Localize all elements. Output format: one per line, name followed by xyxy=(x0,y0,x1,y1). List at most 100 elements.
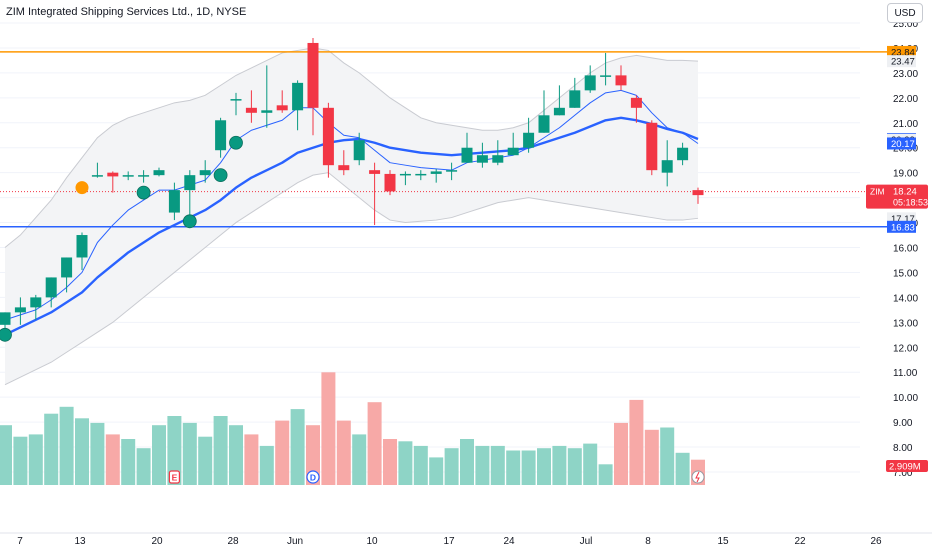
price-tick-label: 21.00 xyxy=(893,119,918,130)
candle-body xyxy=(461,147,473,163)
candle-body xyxy=(245,107,257,113)
bollinger-band xyxy=(4,47,699,386)
volume-bar xyxy=(598,464,613,485)
volume-bar xyxy=(75,418,89,485)
price-tag[interactable] xyxy=(887,45,916,58)
volume-bar xyxy=(475,445,490,485)
time-tick-label: 13 xyxy=(74,536,86,547)
price-tag[interactable] xyxy=(887,55,916,68)
volume-bars xyxy=(0,372,705,485)
last-price-countdown: 05:18:53 xyxy=(893,198,928,208)
event-label: E xyxy=(172,473,178,483)
candle-body xyxy=(369,170,381,174)
candle-body xyxy=(292,82,304,111)
volume-bar xyxy=(105,434,120,485)
candle-body xyxy=(646,122,658,171)
volume-bar xyxy=(182,422,197,485)
volume-bar xyxy=(321,372,336,485)
time-tick-label: 8 xyxy=(645,536,651,547)
signal-markers xyxy=(0,135,243,342)
candle-body xyxy=(446,170,458,172)
candle-body xyxy=(0,312,11,325)
candle-body xyxy=(523,132,535,148)
ema-slow-line xyxy=(4,116,699,336)
last-price-symbol: ZIM xyxy=(870,187,885,197)
candle-body xyxy=(215,120,227,151)
volume-bar xyxy=(398,441,413,485)
time-tick-label: Jul xyxy=(580,536,593,547)
candle-body xyxy=(322,107,334,166)
price-tick-label: 10.00 xyxy=(893,393,918,404)
candle-body xyxy=(492,155,504,163)
price-tag[interactable] xyxy=(887,137,916,150)
candle-body xyxy=(168,190,180,213)
price-tag-label: 23.84 xyxy=(891,47,915,58)
time-tick-label: 20 xyxy=(151,536,163,547)
volume-bar xyxy=(552,445,567,485)
candle-body xyxy=(507,147,519,156)
dividend-event-icon[interactable] xyxy=(306,470,320,484)
volume-bar xyxy=(675,452,690,485)
candle-body xyxy=(91,175,103,177)
candle-body xyxy=(76,235,88,258)
price-tag-label: 16.83 xyxy=(891,222,915,233)
last-price-tag[interactable] xyxy=(866,184,928,209)
volume-bar xyxy=(383,439,397,485)
candle-body xyxy=(630,97,642,108)
signal-dot xyxy=(182,214,197,229)
volume-bar xyxy=(429,457,444,485)
volume-bar xyxy=(90,422,105,485)
price-axis[interactable]: 7.00 8.00 9.00 10.00 11.00 12.00 13.00 14.00 15.… xyxy=(866,19,928,479)
signal-dot xyxy=(0,327,12,342)
volume-bar xyxy=(0,425,12,485)
band-fill xyxy=(5,47,698,385)
volume-bar xyxy=(537,448,551,485)
time-tick-label: Jun xyxy=(287,536,303,547)
lightning-icon xyxy=(695,471,700,483)
price-tick-label: 12.00 xyxy=(893,343,918,354)
time-tick-label: 28 xyxy=(227,536,239,547)
band-upper-line xyxy=(4,47,699,248)
candle-body xyxy=(61,257,73,278)
price-tick-label: 19.00 xyxy=(893,169,918,180)
candle-body xyxy=(122,175,134,177)
volume-bar xyxy=(506,450,521,485)
split-event-icon[interactable] xyxy=(691,470,705,484)
candle-body xyxy=(615,75,627,86)
signal-dot xyxy=(75,181,89,195)
candle-body xyxy=(553,107,565,116)
candle-body xyxy=(230,99,242,101)
ema-fast-line xyxy=(4,89,699,321)
earnings-event-icon[interactable] xyxy=(168,470,180,484)
time-axis[interactable]: 7 13 20 28 Jun 10 17 24 Jul 8 15 22 26 xyxy=(0,532,932,547)
price-tick-label: 7.00 xyxy=(893,468,913,479)
time-tick-label: 7 xyxy=(17,536,23,547)
chart-title: ZIM Integrated Shipping Services Ltd., 1… xyxy=(6,6,247,18)
volume-bar xyxy=(213,416,228,485)
event-label: D xyxy=(310,473,316,483)
volume-bar xyxy=(44,413,59,485)
candle-body xyxy=(353,140,365,161)
volume-bar xyxy=(306,425,320,485)
volume-bar xyxy=(259,445,274,485)
time-tick-label: 17 xyxy=(443,536,455,547)
signal-dot xyxy=(136,185,151,200)
candle-body xyxy=(600,75,612,77)
candles xyxy=(0,37,704,333)
volume-bar xyxy=(229,425,243,485)
candle-body xyxy=(415,173,427,176)
price-tick-label: 25.00 xyxy=(893,19,918,30)
price-tag[interactable] xyxy=(887,220,916,233)
candle-body xyxy=(430,171,442,174)
volume-bar xyxy=(152,425,166,485)
volume-tag[interactable] xyxy=(886,460,928,472)
price-tick-label: 23.00 xyxy=(893,69,918,80)
currency-button[interactable]: USD xyxy=(887,3,923,23)
volume-bar xyxy=(13,436,28,485)
price-tick-label: 14.00 xyxy=(893,293,918,304)
volume-bar xyxy=(629,399,644,485)
time-tick-label: 15 xyxy=(717,536,729,547)
candle-body xyxy=(138,175,150,177)
